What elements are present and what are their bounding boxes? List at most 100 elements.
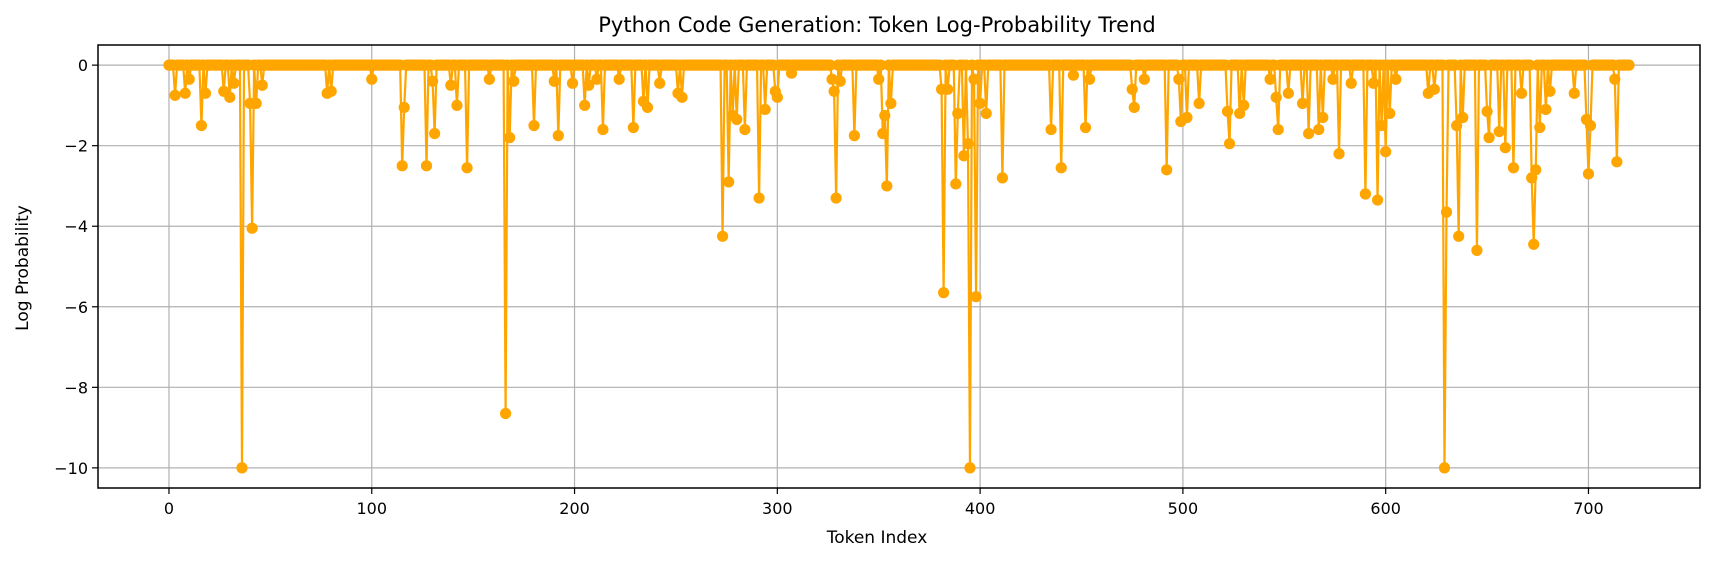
series-markers — [163, 59, 1635, 474]
data-point — [1084, 73, 1096, 85]
data-point — [824, 59, 836, 71]
data-point — [1528, 238, 1540, 250]
data-point — [1045, 123, 1057, 136]
x-tick-label: 700 — [1573, 499, 1604, 518]
data-point — [654, 77, 666, 89]
data-point — [1483, 132, 1495, 144]
data-point — [1238, 99, 1250, 112]
data-point — [1138, 73, 1150, 85]
data-point — [723, 176, 735, 188]
data-point — [1126, 83, 1138, 95]
data-point — [1611, 156, 1623, 168]
x-tick-label: 100 — [356, 499, 387, 518]
y-axis-ticks: 0 −2 −4 −6 −8 −10 — [54, 56, 98, 478]
data-point — [1578, 59, 1591, 71]
x-tick-label: 300 — [762, 499, 793, 518]
data-point — [1544, 85, 1556, 97]
data-point — [873, 73, 885, 85]
data-point — [834, 75, 846, 87]
data-point — [1079, 121, 1092, 134]
data-point — [591, 73, 603, 85]
data-point — [848, 130, 860, 142]
data-point — [1380, 146, 1392, 158]
data-point — [996, 172, 1009, 184]
data-point — [508, 75, 520, 87]
data-point — [952, 107, 964, 120]
data-point — [1371, 194, 1384, 206]
data-point — [199, 87, 212, 99]
data-point — [716, 230, 729, 242]
data-point — [1428, 83, 1440, 95]
y-tick-label: 0 — [78, 56, 88, 75]
data-point — [1282, 87, 1294, 99]
data-point — [828, 85, 840, 97]
data-point — [964, 462, 976, 474]
data-point — [426, 75, 439, 87]
data-point — [627, 121, 639, 134]
data-point — [461, 162, 473, 174]
data-point — [974, 97, 986, 109]
data-point — [1359, 188, 1372, 200]
data-point — [1623, 59, 1635, 71]
data-point — [169, 89, 181, 101]
x-tick-label: 600 — [1370, 499, 1401, 518]
data-point — [396, 160, 408, 172]
data-point — [1493, 125, 1505, 138]
data-point — [183, 73, 195, 85]
data-point — [1609, 73, 1621, 85]
data-point — [1367, 77, 1380, 89]
data-point — [950, 178, 962, 190]
data-point — [1568, 87, 1580, 99]
series-line — [168, 64, 1630, 469]
data-point — [500, 407, 512, 420]
data-point — [179, 87, 191, 99]
data-point — [1221, 105, 1234, 118]
data-point — [1515, 87, 1528, 99]
data-point — [195, 119, 208, 132]
data-point — [1524, 59, 1536, 71]
y-axis-label: Log Probability — [13, 205, 33, 331]
data-point — [1303, 128, 1315, 140]
data-point — [875, 59, 887, 71]
data-point — [246, 222, 258, 234]
data-point — [420, 160, 433, 172]
data-point — [1507, 162, 1520, 174]
data-point — [1067, 69, 1079, 81]
data-point — [938, 287, 950, 299]
data-point — [641, 101, 654, 114]
y-tick-label: −6 — [64, 298, 88, 317]
data-point — [1055, 162, 1067, 174]
x-axis-label: Token Index — [826, 528, 928, 548]
data-point — [962, 138, 974, 150]
plot-frame — [97, 44, 1701, 489]
data-point — [1181, 111, 1193, 124]
data-point — [739, 123, 751, 136]
chart-title: Python Code Generation: Token Log-Probab… — [598, 13, 1155, 37]
data-point — [771, 91, 783, 103]
data-point — [613, 73, 625, 85]
data-point — [1270, 91, 1282, 103]
x-tick-label: 0 — [164, 499, 174, 518]
data-point — [1471, 244, 1483, 256]
data-point — [451, 99, 463, 112]
data-point — [1313, 123, 1325, 136]
data-point — [1453, 230, 1465, 242]
data-point — [759, 103, 771, 116]
data-point — [597, 123, 609, 136]
data-point — [504, 132, 516, 144]
data-point — [1499, 142, 1511, 154]
data-point — [483, 73, 495, 85]
data-point — [1317, 111, 1329, 124]
data-point — [1390, 73, 1402, 85]
data-point — [1264, 73, 1276, 85]
y-tick-label: −2 — [64, 137, 88, 156]
data-point — [1540, 103, 1552, 116]
data-point — [1296, 97, 1309, 109]
data-point — [942, 83, 954, 95]
data-point — [1451, 119, 1463, 132]
x-tick-label: 500 — [1168, 499, 1199, 518]
data-point — [1345, 77, 1357, 89]
data-point — [552, 130, 564, 142]
x-tick-label: 200 — [559, 499, 590, 518]
data-point — [1384, 107, 1396, 120]
